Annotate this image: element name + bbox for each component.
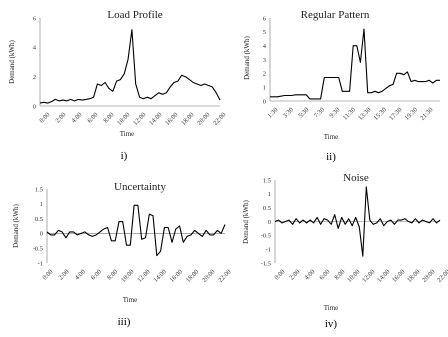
x-tick-label: 22:00: [212, 111, 227, 126]
x-tick-label: 17:30: [388, 106, 403, 121]
y-tick-label: 4: [33, 45, 37, 52]
x-tick-label: 12:00: [136, 268, 151, 283]
x-tick-label: 4:00: [70, 111, 83, 124]
x-tick-label: 19:30: [403, 106, 418, 121]
panel-label: iv): [325, 318, 338, 330]
x-tick-label: 16:00: [164, 111, 179, 126]
series-line: [39, 29, 221, 104]
x-tick-label: 21:30: [419, 106, 434, 121]
x-tick-label: 10:00: [346, 268, 361, 283]
panel-label: i): [121, 150, 128, 162]
x-tick-label: 22:00: [217, 268, 232, 283]
chart-title: Regular Pattern: [301, 9, 370, 21]
y-tick-label: 1.5: [263, 177, 271, 184]
x-tick-label: 9:30: [328, 106, 341, 119]
x-tick-label: 1:30: [266, 106, 279, 119]
x-tick-label: 12:00: [132, 111, 147, 126]
y-tick-label: -0.5: [33, 246, 43, 253]
x-tick-label: 14:00: [152, 268, 167, 283]
x-tick-label: 10:00: [116, 111, 131, 126]
x-tick-label: 2:00: [54, 111, 67, 124]
x-tick-label: 4:00: [303, 268, 316, 281]
y-tick-label: -1: [38, 260, 43, 267]
x-tick-label: 16:00: [391, 268, 406, 283]
x-tick-label: 3:30: [282, 106, 295, 119]
x-tick-label: 8:00: [333, 268, 346, 281]
y-tick-label: 0: [33, 103, 36, 110]
chart-load-profile: Load Profile 0 2 4 6 0:00 2:00 4:00 6:00 8:00 10:0…: [8, 9, 227, 162]
x-tick-label: 8:00: [102, 111, 115, 124]
x-tick-label: 20:00: [196, 111, 211, 126]
chart-title: Load Profile: [107, 9, 162, 21]
y-tick-label: 2: [33, 74, 36, 81]
x-tick-label: 18:00: [180, 111, 195, 126]
x-tick-label: 6:00: [318, 268, 331, 281]
x-tick-label: 5:30: [297, 106, 310, 119]
panel-label: iii): [118, 316, 131, 328]
y-axis-label: Demand (kWh): [12, 203, 20, 247]
x-tick-label: 8:00: [106, 268, 119, 281]
y-axis-label: Demand (kWh): [243, 35, 251, 79]
x-tick-label: 18:00: [406, 268, 421, 283]
series-line: [46, 204, 226, 257]
x-tick-label: 0:00: [273, 268, 286, 281]
series-line: [274, 186, 441, 257]
x-tick-label: 20:00: [201, 268, 216, 283]
series-line: [270, 28, 440, 100]
x-tick-label: 12:00: [361, 268, 376, 283]
y-tick-label: 6: [263, 15, 267, 22]
y-tick-label: 0: [40, 231, 43, 238]
chart-regular-pattern: Regular Pattern 0 1 2 3 4 5 6 1:30 3:30 5:30 7:30 9:…: [243, 9, 440, 163]
x-tick-label: 6:00: [86, 111, 99, 124]
x-tick-label: 6:00: [90, 268, 103, 281]
x-tick-label: 2:00: [57, 268, 70, 281]
x-tick-label: 22:00: [436, 268, 448, 283]
y-tick-label: 3: [263, 57, 266, 64]
x-tick-label: 2:00: [288, 268, 301, 281]
chart-uncertainty: Uncertainty -1 -0.5 0 0.5 1 1.5 0:00 2:00 4:00 6:0…: [12, 181, 233, 328]
y-tick-label: 1.5: [35, 186, 43, 193]
x-axis-label: Time: [123, 296, 138, 304]
y-tick-label: 5: [263, 29, 266, 36]
x-axis-label: Time: [324, 133, 339, 141]
y-tick-label: 0: [268, 219, 271, 226]
y-tick-label: -1.5: [261, 260, 271, 267]
x-tick-label: 0:00: [41, 268, 54, 281]
chart-title: Uncertainty: [114, 181, 166, 193]
y-axis-label: Demand (kWh): [8, 39, 16, 83]
x-tick-label: 15:30: [372, 106, 387, 121]
x-tick-label: 20:00: [421, 268, 436, 283]
x-tick-label: 0:00: [38, 111, 51, 124]
y-tick-label: 0.5: [263, 205, 271, 212]
x-tick-label: 4:00: [74, 268, 87, 281]
y-tick-label: 6: [33, 15, 37, 22]
y-tick-label: 1: [268, 191, 271, 198]
panel-label: ii): [326, 151, 336, 163]
x-tick-label: 7:30: [313, 106, 326, 119]
y-tick-label: 1: [40, 201, 43, 208]
y-tick-label: -1: [266, 246, 271, 253]
x-axis-label: Time: [324, 304, 339, 312]
x-axis-label: Time: [120, 130, 135, 138]
x-tick-label: 16:00: [169, 268, 184, 283]
x-tick-label: 11:30: [342, 106, 357, 121]
x-tick-label: 14:00: [376, 268, 391, 283]
y-tick-label: 0.5: [35, 216, 43, 223]
y-tick-label: 2: [263, 71, 266, 78]
chart-noise: Noise -1.5 -1 -0.5 0 0.5 1 1.5 0:00 2:00 4:00 6:00 8…: [242, 172, 448, 330]
y-tick-label: 4: [263, 43, 267, 50]
x-tick-label: 14:00: [148, 111, 163, 126]
x-tick-label: 13:30: [357, 106, 372, 121]
y-tick-label: -0.5: [261, 233, 271, 240]
chart-title: Noise: [343, 172, 369, 184]
x-tick-label: 10:00: [120, 268, 135, 283]
y-axis-label: Demand (kWh): [242, 199, 250, 243]
y-tick-label: 1: [263, 84, 266, 91]
x-tick-label: 18:00: [185, 268, 200, 283]
y-tick-label: 0: [263, 98, 266, 105]
